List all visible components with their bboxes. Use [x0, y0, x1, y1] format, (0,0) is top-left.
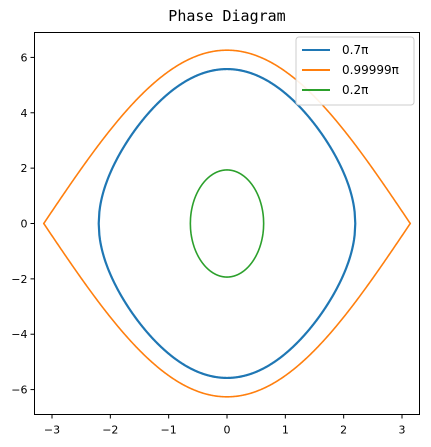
- chart-title: Phase Diagram: [168, 7, 285, 25]
- y-tick-label: 2: [21, 162, 28, 175]
- plot-curves: [42, 49, 412, 398]
- legend: 0.7π 0.99999π 0.2π: [295, 36, 415, 106]
- y-tick-label: 4: [21, 107, 28, 120]
- y-tick-label: −2: [11, 273, 27, 286]
- x-tick-label: 0: [224, 424, 231, 437]
- x-tick-label: −3: [44, 424, 60, 437]
- series-line-2: [189, 169, 265, 278]
- x-axis-ticks: −3 −2 −1 0 1 2 3: [44, 414, 406, 437]
- x-tick-label: 1: [282, 424, 289, 437]
- x-tick-label: −1: [161, 424, 177, 437]
- y-axis-ticks: −6 −4 −2 0 2 4 6: [11, 51, 35, 397]
- series-line-0: [97, 67, 357, 380]
- legend-label: 0.2π: [342, 83, 368, 97]
- x-tick-label: 3: [399, 424, 406, 437]
- legend-box: [295, 36, 415, 106]
- y-tick-label: 0: [21, 218, 28, 231]
- y-tick-label: 6: [21, 51, 28, 64]
- y-tick-label: −6: [11, 384, 27, 397]
- legend-label: 0.99999π: [342, 63, 399, 77]
- series-line-1: [42, 49, 412, 398]
- y-tick-label: −4: [11, 328, 27, 341]
- x-tick-label: 2: [340, 424, 347, 437]
- x-tick-label: −2: [102, 424, 118, 437]
- legend-label: 0.7π: [342, 43, 368, 57]
